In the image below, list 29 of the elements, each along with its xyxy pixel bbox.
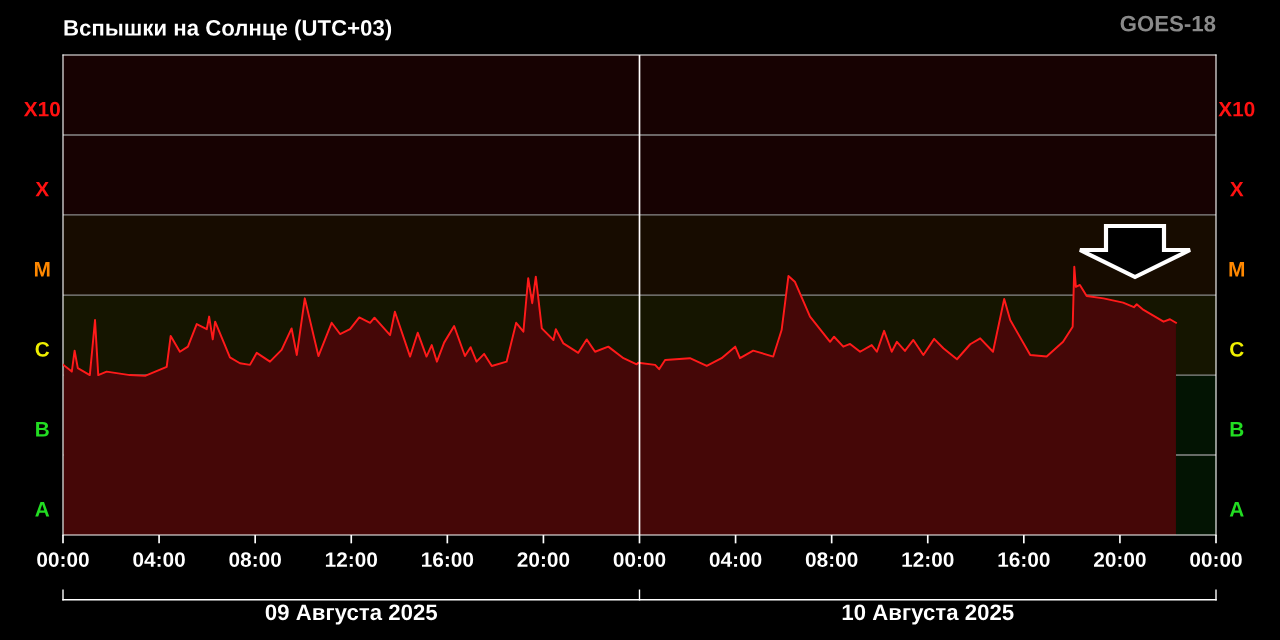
x-tick-label: 08:00 [229,552,281,567]
chart-title: Вспышки на Солнце (UTC+03) [64,19,392,41]
x-tick-label: 04:00 [133,552,185,567]
band-label: X10 [1218,101,1255,117]
band-label: C [35,341,50,357]
x-tick-label: 00:00 [1190,552,1242,567]
x-tick-label: 08:00 [805,552,858,567]
text: 09 Августа 2025 [265,604,438,625]
text: 10 Августа 2025 [842,604,1014,625]
x-tick-label: 04:00 [709,552,762,567]
text: M [1229,262,1245,277]
band-label: M [34,262,50,277]
text: X [1229,181,1244,197]
text: A [35,502,50,517]
x-tick-label: 20:00 [517,552,570,567]
x-tick-label: 00:00 [37,552,89,567]
text: X10 [23,101,60,117]
text: C [1230,341,1244,357]
x-tick-label: 12:00 [325,552,378,567]
x-tick-label: 16:00 [998,552,1050,567]
x-tick-label: 16:00 [422,552,474,567]
x-tick-label: 20:00 [1094,552,1146,567]
x-tick-label: 00:00 [613,552,666,567]
band-label: B [36,422,49,437]
band-label: X [35,181,50,197]
text: B [1230,422,1244,437]
x-tick-label: 12:00 [902,552,954,567]
band-label: A [1229,502,1244,517]
text: GOES-18 [1120,15,1216,32]
